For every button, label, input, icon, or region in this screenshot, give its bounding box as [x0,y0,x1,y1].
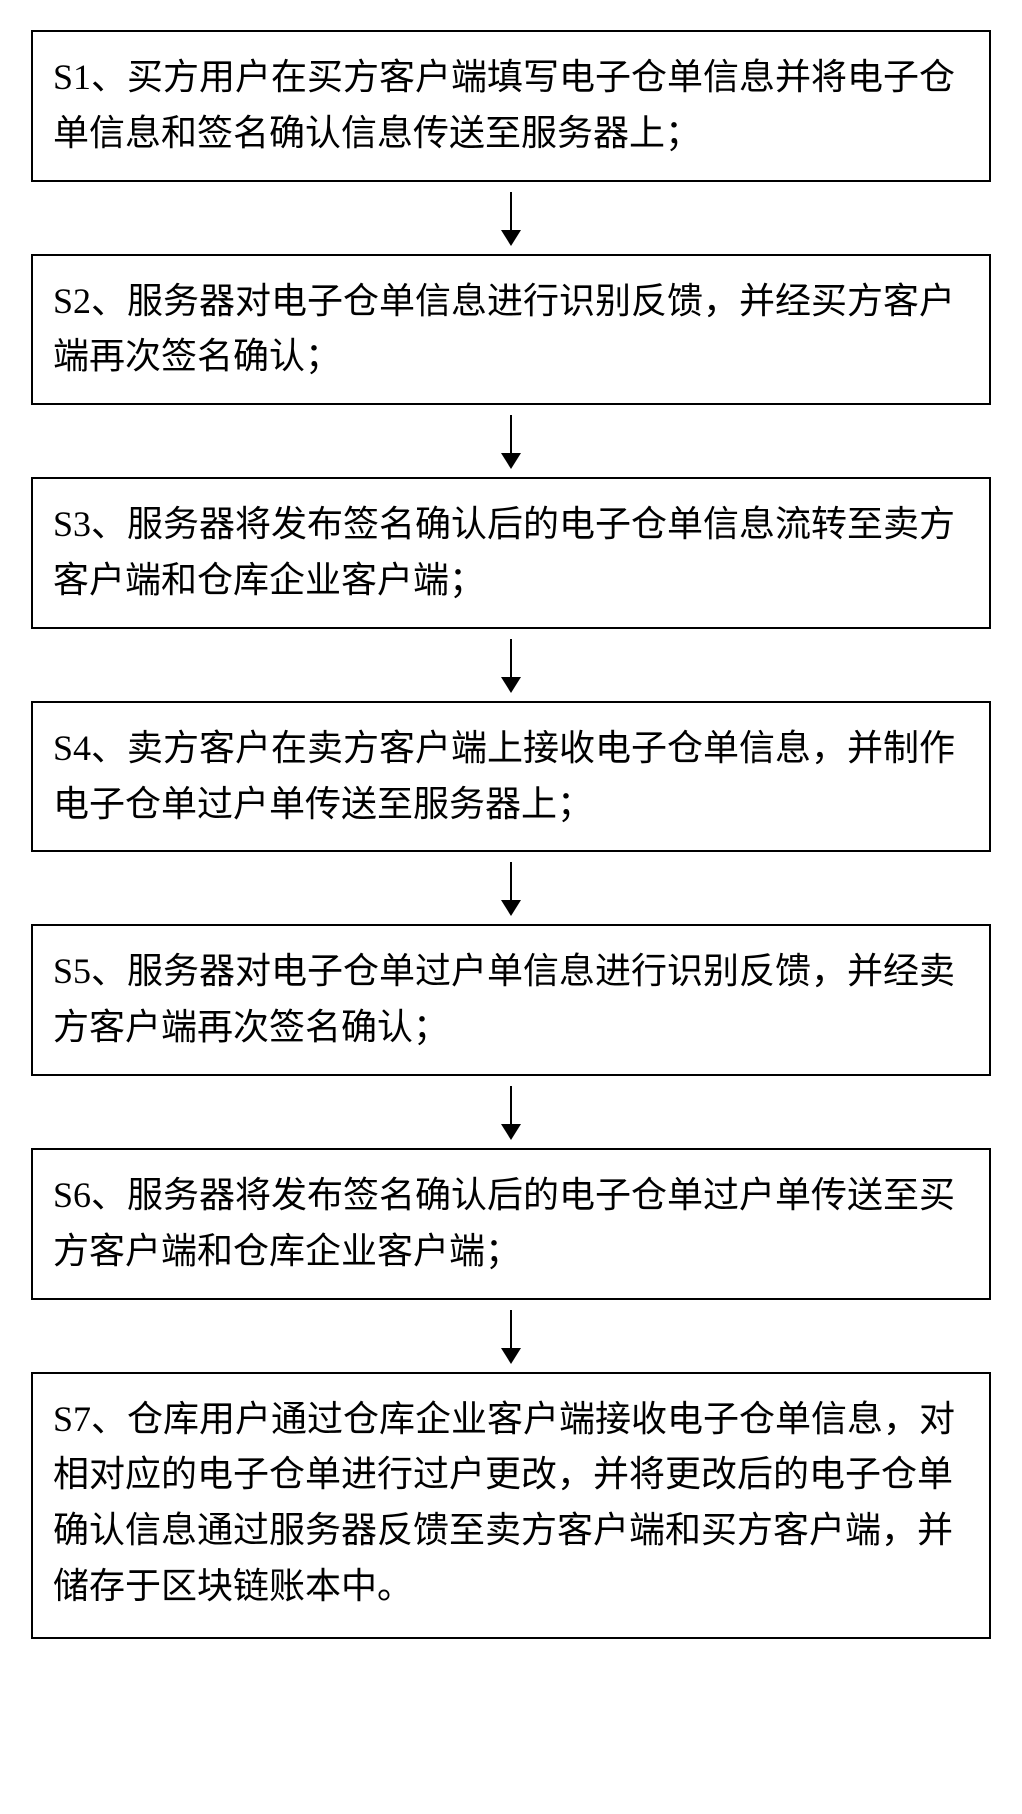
flowchart-container: S1、买方用户在买方客户端填写电子仓单信息并将电子仓单信息和签名确认信息传送至服… [20,30,1002,1639]
step-text: S5、服务器对电子仓单过户单信息进行识别反馈，并经卖方客户端再次签名确认； [53,951,955,1047]
arrow-down-icon [510,1086,512,1138]
step-text: S6、服务器将发布签名确认后的电子仓单过户单传送至买方客户端和仓库企业客户端； [53,1175,955,1271]
step-text: S1、买方用户在买方客户端填写电子仓单信息并将电子仓单信息和签名确认信息传送至服… [53,57,955,153]
step-text: S2、服务器对电子仓单信息进行识别反馈，并经买方客户端再次签名确认； [53,281,955,377]
step-text: S4、卖方客户在卖方客户端上接收电子仓单信息，并制作电子仓单过户单传送至服务器上… [53,728,955,824]
step-box-s2: S2、服务器对电子仓单信息进行识别反馈，并经买方客户端再次签名确认； [31,254,991,406]
step-box-s4: S4、卖方客户在卖方客户端上接收电子仓单信息，并制作电子仓单过户单传送至服务器上… [31,701,991,853]
arrow-connector [510,405,512,477]
step-box-s7: S7、仓库用户通过仓库企业客户端接收电子仓单信息，对相对应的电子仓单进行过户更改… [31,1372,991,1639]
step-text: S7、仓库用户通过仓库企业客户端接收电子仓单信息，对相对应的电子仓单进行过户更改… [53,1399,955,1606]
step-box-s5: S5、服务器对电子仓单过户单信息进行识别反馈，并经卖方客户端再次签名确认； [31,924,991,1076]
arrow-down-icon [510,415,512,467]
arrow-connector [510,852,512,924]
arrow-down-icon [510,639,512,691]
arrow-down-icon [510,192,512,244]
step-text: S3、服务器将发布签名确认后的电子仓单信息流转至卖方客户端和仓库企业客户端； [53,504,955,600]
step-box-s6: S6、服务器将发布签名确认后的电子仓单过户单传送至买方客户端和仓库企业客户端； [31,1148,991,1300]
step-box-s3: S3、服务器将发布签名确认后的电子仓单信息流转至卖方客户端和仓库企业客户端； [31,477,991,629]
arrow-connector [510,629,512,701]
step-box-s1: S1、买方用户在买方客户端填写电子仓单信息并将电子仓单信息和签名确认信息传送至服… [31,30,991,182]
arrow-down-icon [510,862,512,914]
arrow-connector [510,1300,512,1372]
arrow-connector [510,182,512,254]
arrow-connector [510,1076,512,1148]
arrow-down-icon [510,1310,512,1362]
